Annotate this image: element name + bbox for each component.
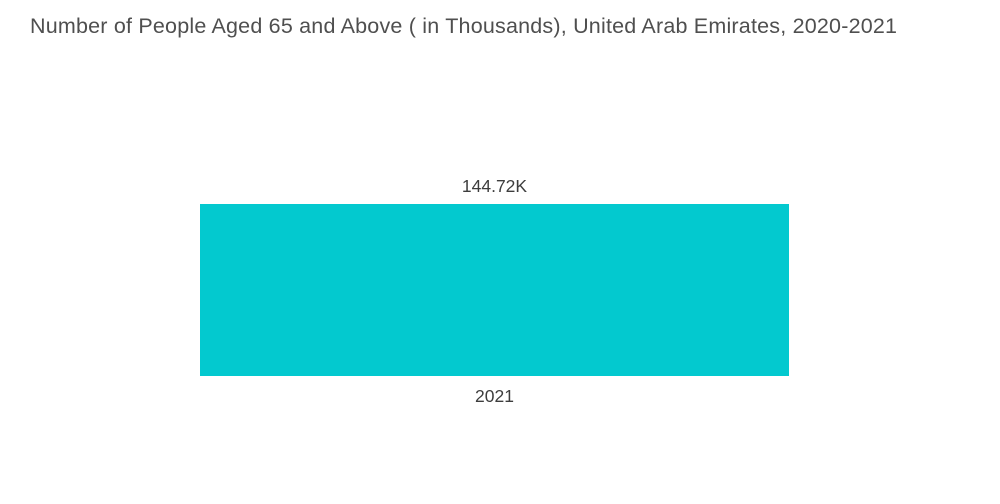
chart-title: Number of People Aged 65 and Above ( in …	[30, 14, 898, 38]
x-axis-tick-label: 2021	[475, 386, 514, 406]
bar-value-label: 144.72K	[461, 176, 528, 196]
bar-2021[interactable]	[200, 204, 789, 376]
